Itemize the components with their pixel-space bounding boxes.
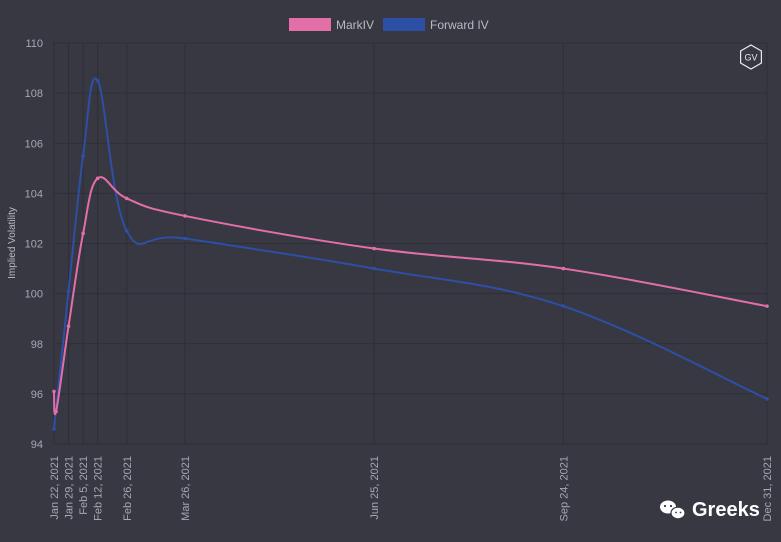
markiv-point[interactable] (95, 176, 100, 181)
x-tick-label: Dec 31, 2021 (762, 456, 774, 521)
legend-label-markiv[interactable]: MarkIV (336, 18, 374, 32)
markiv-point[interactable] (54, 409, 58, 414)
markiv-line[interactable] (53, 176, 768, 416)
forward-iv-line[interactable] (53, 77, 768, 430)
y-tick-label: 106 (25, 138, 43, 150)
forward-iv-point[interactable] (372, 266, 376, 271)
x-tick-label: Jun 25, 2021 (369, 456, 381, 520)
markiv-point[interactable] (81, 231, 85, 236)
x-tick-label: Mar 26, 2021 (180, 456, 192, 521)
forward-iv-point[interactable] (95, 78, 100, 83)
x-axis-ticks: Jan 22, 2021 Jan 29, 2021 Feb 5, 2021 Feb 1… (49, 456, 774, 521)
y-tick-label: 110 (25, 38, 43, 50)
forward-iv-point[interactable] (183, 236, 187, 241)
y-tick-label: 94 (31, 439, 43, 451)
y-axis-ticks: 94 96 98 100 102 104 106 108 110 (25, 38, 43, 451)
markiv-point[interactable] (561, 266, 566, 271)
markiv-point[interactable] (372, 246, 376, 251)
forward-iv-point[interactable] (81, 153, 85, 158)
wechat-icon (660, 500, 686, 520)
markiv-point[interactable] (183, 214, 187, 218)
markiv-point[interactable] (52, 389, 56, 394)
gv-logo: GV (740, 44, 762, 70)
y-tick-label: 104 (25, 188, 43, 200)
y-tick-label: 108 (25, 88, 43, 100)
x-tick-label: Jan 22, 2021 (49, 456, 61, 520)
forward-iv-point[interactable] (52, 427, 56, 431)
x-tick-label: Feb 26, 2021 (122, 456, 134, 521)
y-tick-label: 96 (31, 389, 43, 401)
series (52, 77, 769, 431)
gv-logo-text: GV (744, 53, 757, 63)
legend-swatch-forward-iv[interactable] (383, 18, 425, 31)
y-tick-label: 98 (31, 339, 43, 351)
brand-name: Greeks (692, 499, 760, 521)
legend-label-forward-iv[interactable]: Forward IV (430, 18, 489, 32)
legend-swatch-markiv[interactable] (289, 18, 331, 31)
x-tick-label: Feb 12, 2021 (93, 456, 105, 521)
grid (53, 42, 768, 445)
y-tick-label: 100 (25, 289, 43, 301)
forward-iv-point[interactable] (561, 304, 566, 308)
forward-iv-point[interactable] (66, 289, 71, 293)
markiv-point[interactable] (765, 304, 769, 308)
forward-iv-point[interactable] (765, 397, 769, 401)
x-tick-label: Feb 5, 2021 (78, 456, 90, 515)
forward-iv-point[interactable] (124, 229, 129, 233)
y-tick-label: 102 (25, 239, 43, 251)
brand-watermark: Greeks (660, 499, 760, 521)
markiv-point[interactable] (124, 196, 129, 201)
y-axis-label: Implied Volatility (7, 207, 18, 279)
x-tick-label: Jan 29, 2021 (64, 456, 76, 520)
x-tick-label: Sep 24, 2021 (558, 456, 570, 521)
markiv-point[interactable] (66, 324, 71, 329)
legend[interactable]: MarkIV Forward IV (289, 18, 489, 32)
